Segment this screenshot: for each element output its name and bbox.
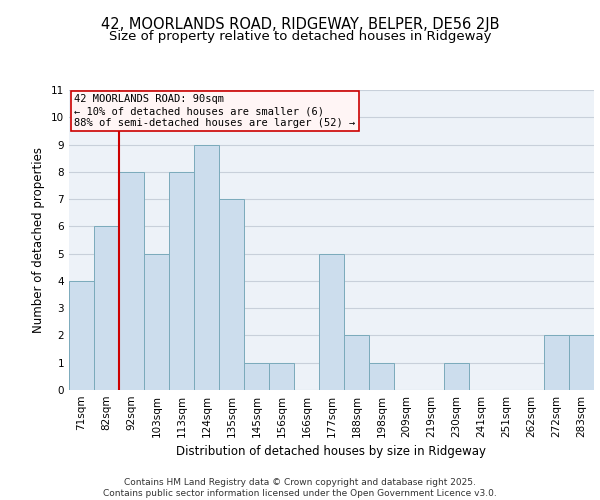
Bar xyxy=(444,362,469,390)
Bar xyxy=(544,336,569,390)
Bar xyxy=(194,144,219,390)
Bar xyxy=(144,254,169,390)
Bar xyxy=(94,226,119,390)
Bar xyxy=(569,336,594,390)
Bar xyxy=(244,362,269,390)
Text: 42 MOORLANDS ROAD: 90sqm
← 10% of detached houses are smaller (6)
88% of semi-de: 42 MOORLANDS ROAD: 90sqm ← 10% of detach… xyxy=(74,94,355,128)
Bar xyxy=(69,281,94,390)
Bar xyxy=(169,172,194,390)
X-axis label: Distribution of detached houses by size in Ridgeway: Distribution of detached houses by size … xyxy=(176,446,487,458)
Bar xyxy=(344,336,369,390)
Y-axis label: Number of detached properties: Number of detached properties xyxy=(32,147,46,333)
Text: 42, MOORLANDS ROAD, RIDGEWAY, BELPER, DE56 2JB: 42, MOORLANDS ROAD, RIDGEWAY, BELPER, DE… xyxy=(101,18,499,32)
Bar xyxy=(319,254,344,390)
Bar xyxy=(219,199,244,390)
Bar xyxy=(119,172,144,390)
Text: Size of property relative to detached houses in Ridgeway: Size of property relative to detached ho… xyxy=(109,30,491,43)
Text: Contains HM Land Registry data © Crown copyright and database right 2025.
Contai: Contains HM Land Registry data © Crown c… xyxy=(103,478,497,498)
Bar xyxy=(369,362,394,390)
Bar xyxy=(269,362,294,390)
